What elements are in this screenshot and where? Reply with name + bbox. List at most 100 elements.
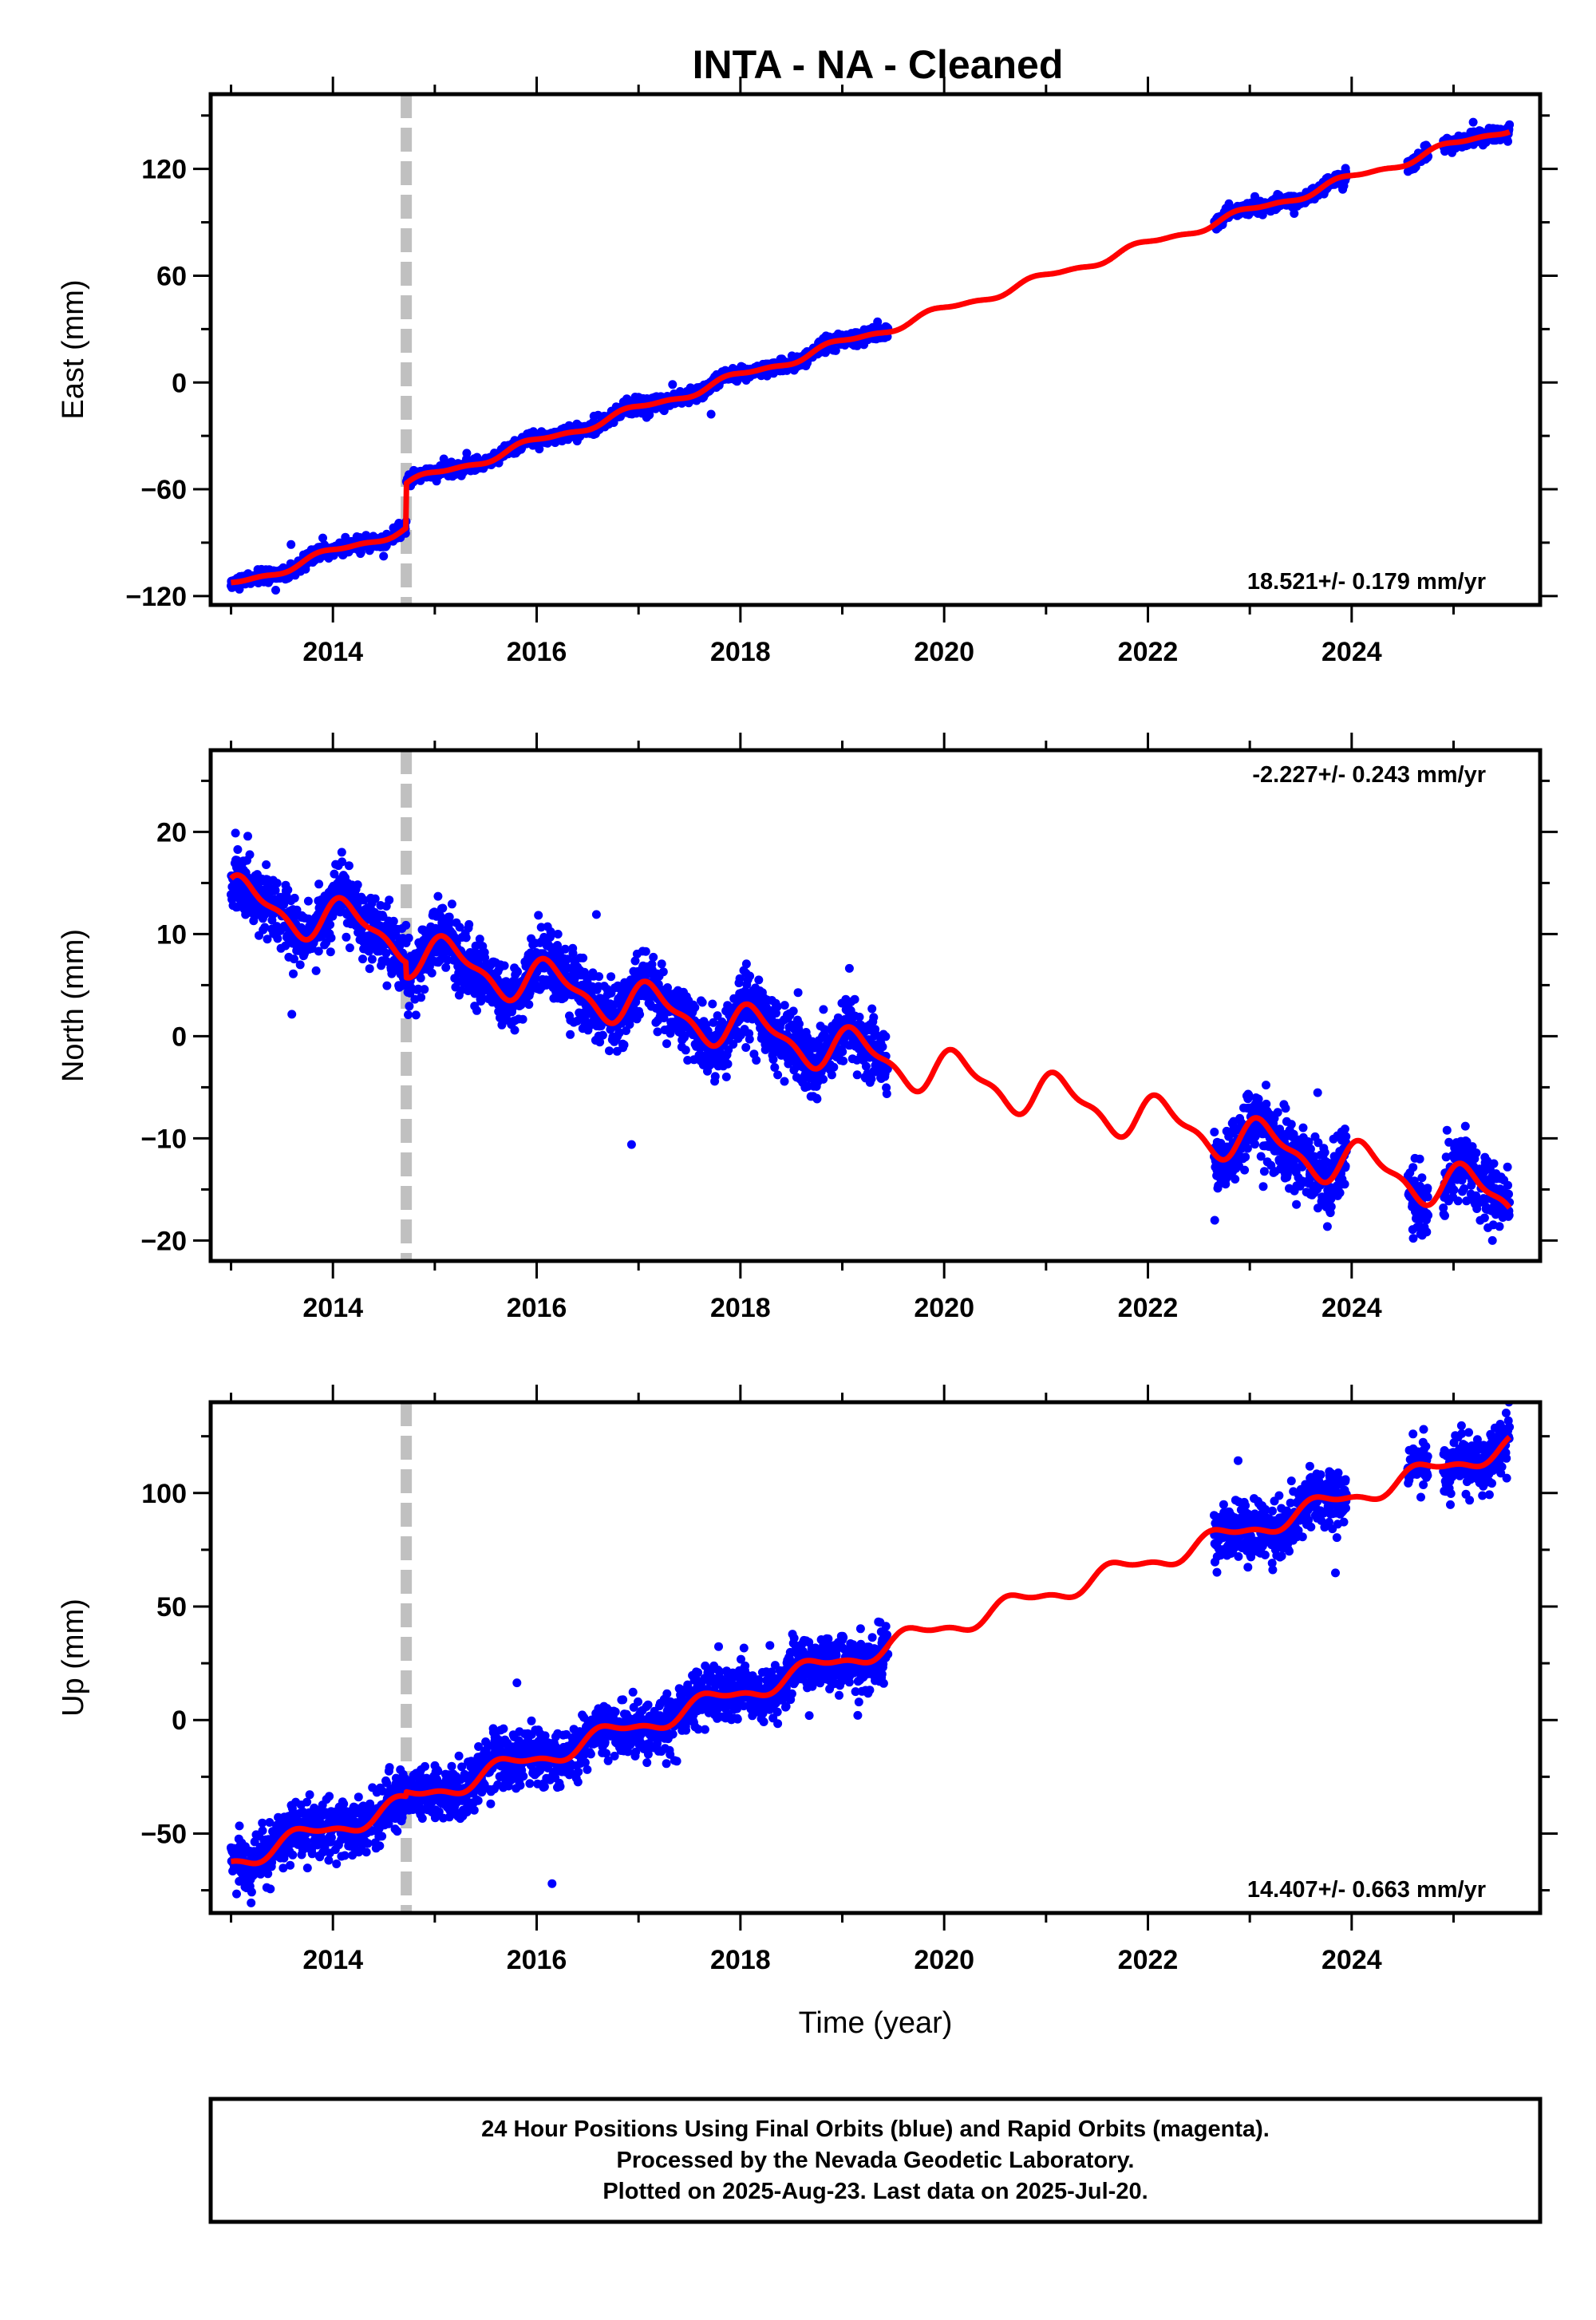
data-point	[286, 540, 295, 549]
data-point	[445, 913, 454, 922]
data-point	[569, 949, 578, 958]
data-point	[243, 832, 252, 840]
data-point	[412, 1010, 421, 1019]
data-point	[342, 933, 350, 942]
data-point	[606, 972, 615, 981]
data-point	[658, 959, 666, 968]
data-point	[741, 1043, 750, 1052]
data-point	[839, 1057, 847, 1065]
data-point	[851, 995, 859, 1004]
data-point	[752, 1056, 760, 1065]
data-point	[524, 1000, 533, 1009]
data-point	[635, 1010, 644, 1019]
data-point	[742, 959, 751, 968]
data-point	[819, 1075, 828, 1084]
data-point	[883, 1089, 891, 1098]
data-point	[365, 964, 374, 973]
data-point	[448, 899, 456, 908]
data-point	[708, 1000, 717, 1009]
data-point	[358, 954, 367, 963]
data-point	[598, 1031, 607, 1040]
data-point	[401, 921, 410, 930]
data-point	[620, 1041, 629, 1049]
plot-area	[227, 750, 1514, 1286]
data-point	[438, 904, 447, 913]
data-point	[1210, 1128, 1219, 1136]
data-point	[1211, 1216, 1219, 1225]
data-point	[711, 1072, 720, 1081]
data-point	[592, 910, 601, 919]
data-point	[271, 586, 280, 595]
data-point	[314, 879, 323, 888]
data-point	[853, 1070, 862, 1079]
data-point	[773, 1070, 782, 1079]
data-point	[290, 894, 299, 903]
data-point	[417, 974, 425, 982]
y-tick-label: 0	[172, 368, 187, 398]
data-point	[534, 911, 543, 919]
data-point	[338, 848, 346, 856]
data-point	[724, 1060, 733, 1069]
data-point	[273, 879, 282, 887]
y-tick-label: 60	[156, 261, 187, 291]
data-point	[428, 969, 437, 978]
data-point	[627, 1140, 636, 1149]
data-point	[287, 1010, 296, 1018]
chart-title: INTA - NA - Cleaned	[693, 42, 1064, 87]
x-tick-label: 2022	[1118, 637, 1179, 667]
data-point	[561, 945, 570, 954]
data-point	[233, 845, 242, 854]
data-point	[462, 933, 471, 942]
y-tick-label: −120	[125, 582, 187, 612]
data-point	[819, 1005, 828, 1014]
data-point	[659, 967, 668, 976]
data-point	[605, 1046, 614, 1055]
x-tick-label: 2014	[302, 637, 363, 667]
data-point	[869, 1013, 878, 1022]
x-tick-label: 2018	[710, 637, 771, 667]
data-point	[773, 1002, 782, 1011]
data-point	[382, 982, 391, 990]
data-point	[345, 861, 354, 870]
data-point	[1505, 121, 1514, 129]
data-point	[867, 1005, 876, 1014]
plot-area	[227, 94, 1514, 605]
data-point	[566, 1030, 575, 1039]
data-point	[464, 920, 473, 929]
data-point	[554, 930, 563, 939]
data-point	[1469, 118, 1478, 127]
data-point	[404, 1010, 413, 1019]
y-tick-label: −60	[140, 475, 187, 505]
data-point	[845, 964, 854, 973]
data-point	[745, 1035, 754, 1044]
data-point	[326, 947, 335, 956]
data-point	[304, 897, 313, 906]
data-point	[649, 953, 658, 962]
data-point	[354, 880, 362, 889]
data-point	[690, 1003, 699, 1012]
data-point	[389, 917, 398, 926]
data-point	[368, 955, 377, 964]
data-point	[812, 1095, 821, 1104]
data-point	[513, 967, 522, 976]
data-point	[246, 850, 255, 859]
data-point	[754, 975, 763, 984]
y-axis-label: East (mm)	[57, 279, 90, 419]
y-tick-label: 120	[141, 155, 187, 185]
data-point	[283, 886, 292, 895]
data-point	[327, 934, 336, 943]
data-point	[681, 1045, 690, 1054]
data-point	[794, 988, 803, 997]
data-point	[745, 972, 754, 981]
rate-annotation: 18.521+/- 0.179 mm/yr	[1247, 569, 1486, 595]
data-point	[441, 963, 450, 972]
data-point	[698, 998, 707, 1007]
data-point	[519, 1015, 527, 1024]
data-points	[227, 828, 1514, 1286]
data-point	[789, 1006, 798, 1015]
